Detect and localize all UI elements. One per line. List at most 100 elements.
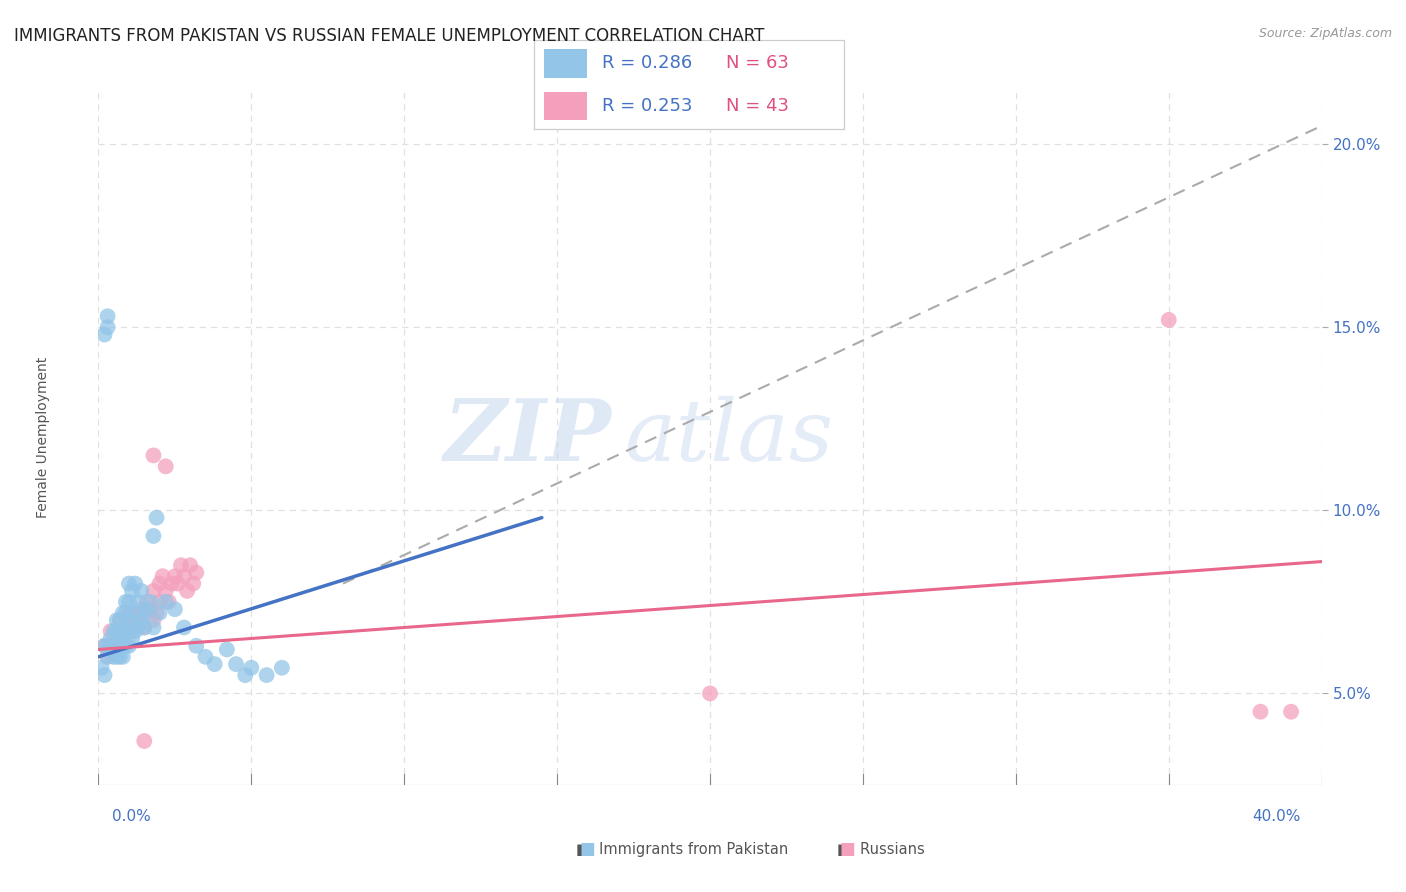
Point <box>118 639 141 653</box>
Point <box>127 620 149 634</box>
Point <box>134 620 156 634</box>
Point <box>157 595 180 609</box>
Point <box>100 632 122 646</box>
Point <box>108 639 131 653</box>
Point <box>108 632 131 646</box>
Text: R = 0.286: R = 0.286 <box>602 54 693 72</box>
Point <box>108 624 131 639</box>
Point <box>115 624 138 639</box>
Text: 40.0%: 40.0% <box>1253 809 1301 823</box>
Text: ■: ■ <box>579 840 595 858</box>
Point <box>97 320 120 334</box>
Point <box>103 639 125 653</box>
Point <box>108 613 131 627</box>
Point <box>186 566 208 580</box>
Point <box>134 620 156 634</box>
Point <box>163 569 186 583</box>
Point <box>105 624 128 639</box>
FancyBboxPatch shape <box>544 49 586 78</box>
Point <box>124 606 146 620</box>
Point <box>225 657 247 672</box>
Point <box>181 576 204 591</box>
Point <box>97 310 120 324</box>
Point <box>256 668 278 682</box>
Point <box>145 510 167 524</box>
Point <box>139 602 162 616</box>
Point <box>149 606 172 620</box>
Point <box>163 602 186 616</box>
Point <box>215 642 238 657</box>
Text: N = 63: N = 63 <box>725 54 789 72</box>
Text: 0.0%: 0.0% <box>112 809 152 823</box>
Point <box>93 668 115 682</box>
Text: R = 0.253: R = 0.253 <box>602 97 693 115</box>
Point <box>152 569 174 583</box>
Point <box>93 327 115 342</box>
Point <box>100 642 122 657</box>
Point <box>129 583 152 598</box>
Point <box>93 639 115 653</box>
Point <box>100 639 122 653</box>
Point <box>111 649 134 664</box>
Point <box>240 661 263 675</box>
Point <box>145 606 167 620</box>
Point <box>160 576 183 591</box>
Point <box>111 606 134 620</box>
Point <box>103 624 125 639</box>
Point <box>105 639 128 653</box>
Point <box>136 606 159 620</box>
Point <box>167 576 190 591</box>
Point <box>179 558 201 573</box>
Point <box>142 583 165 598</box>
Point <box>121 632 143 646</box>
Point <box>105 649 128 664</box>
Point <box>129 613 152 627</box>
Text: N = 43: N = 43 <box>725 97 789 115</box>
Point <box>194 649 217 664</box>
Point <box>97 649 120 664</box>
Text: Source: ZipAtlas.com: Source: ZipAtlas.com <box>1258 27 1392 40</box>
Point <box>93 639 115 653</box>
Point <box>173 569 195 583</box>
Text: ■: ■ <box>839 840 855 858</box>
Point <box>173 620 195 634</box>
Point <box>115 613 138 627</box>
Point <box>136 595 159 609</box>
Text: ■  Immigrants from Pakistan: ■ Immigrants from Pakistan <box>576 842 789 856</box>
Point <box>115 595 138 609</box>
Point <box>118 576 141 591</box>
Point <box>108 649 131 664</box>
Point <box>105 613 128 627</box>
Point <box>115 606 138 620</box>
Point <box>233 668 256 682</box>
Point <box>111 624 134 639</box>
Point <box>127 613 149 627</box>
Point <box>155 583 177 598</box>
Point <box>108 613 131 627</box>
Text: ZIP: ZIP <box>444 395 612 479</box>
Point <box>121 583 143 598</box>
Text: ■  Russians: ■ Russians <box>837 842 924 856</box>
Point <box>105 624 128 639</box>
Point <box>90 661 112 675</box>
FancyBboxPatch shape <box>544 92 586 120</box>
Point <box>118 595 141 609</box>
Point <box>155 595 177 609</box>
Text: IMMIGRANTS FROM PAKISTAN VS RUSSIAN FEMALE UNEMPLOYMENT CORRELATION CHART: IMMIGRANTS FROM PAKISTAN VS RUSSIAN FEMA… <box>14 27 765 45</box>
Point <box>124 624 146 639</box>
Text: atlas: atlas <box>624 396 834 478</box>
Point <box>149 595 172 609</box>
Point <box>121 613 143 627</box>
Point <box>111 639 134 653</box>
Point <box>129 602 152 616</box>
Point <box>97 649 120 664</box>
Point <box>1157 313 1180 327</box>
Point <box>100 624 122 639</box>
Point <box>149 576 172 591</box>
Point <box>115 639 138 653</box>
Text: Female Unemployment: Female Unemployment <box>37 357 51 517</box>
Point <box>134 602 156 616</box>
Point <box>124 576 146 591</box>
Point <box>124 606 146 620</box>
Point <box>103 639 125 653</box>
